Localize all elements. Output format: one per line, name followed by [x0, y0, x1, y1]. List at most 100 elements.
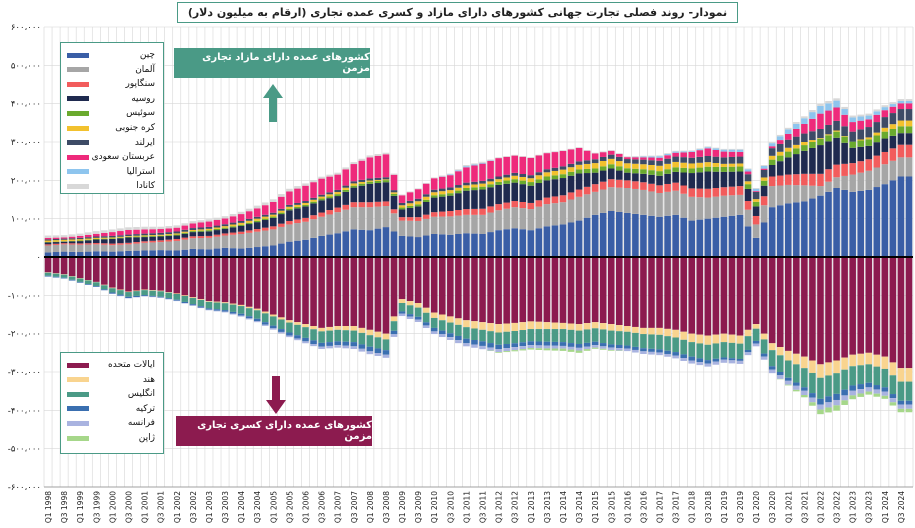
- x-tick-label: Q1 2013: [527, 491, 536, 523]
- bar-segment-deficit: [68, 279, 76, 281]
- bar-segment-surplus: [237, 225, 245, 232]
- bar-segment-deficit: [559, 329, 567, 343]
- bar-segment-surplus: [141, 233, 148, 236]
- bar-segment-surplus: [342, 187, 350, 190]
- bar-segment-surplus: [591, 214, 599, 257]
- bar-segment-surplus: [624, 159, 631, 164]
- bar-segment-surplus: [809, 131, 816, 141]
- bar-segment-deficit: [447, 322, 454, 334]
- x-tick-label: Q1 2009: [398, 491, 407, 523]
- bar-segment-deficit: [817, 377, 824, 399]
- bar-segment-deficit: [873, 354, 881, 367]
- bar-segment-deficit: [93, 257, 100, 282]
- bar-segment-deficit: [688, 360, 696, 364]
- bar-segment-deficit: [463, 327, 470, 339]
- bar-segment-surplus: [455, 190, 462, 194]
- legend-item: چین: [61, 47, 163, 63]
- bar-segment-deficit: [519, 346, 527, 350]
- bar-segment-surplus: [776, 140, 784, 144]
- bar-segment-deficit: [865, 391, 873, 395]
- bar-segment-surplus: [253, 220, 261, 223]
- bar-segment-surplus: [640, 156, 647, 158]
- bar-segment-surplus: [889, 102, 897, 105]
- bar-segment-surplus: [728, 151, 736, 157]
- bar-segment-surplus: [849, 174, 856, 192]
- bar-segment-surplus: [52, 244, 60, 253]
- legend-label: انگلیس: [127, 389, 155, 400]
- bar-segment-surplus: [342, 191, 350, 205]
- bar-segment-deficit: [543, 257, 551, 323]
- bar-segment-deficit: [640, 348, 647, 352]
- bar-segment-surplus: [382, 177, 390, 180]
- bar-segment-deficit: [672, 352, 679, 356]
- bar-segment-surplus: [438, 188, 446, 192]
- bar-segment-surplus: [616, 156, 623, 162]
- legend-label: استرالیا: [126, 166, 155, 177]
- bar-segment-surplus: [801, 145, 808, 151]
- bar-segment-surplus: [358, 183, 366, 186]
- bar-segment-surplus: [624, 163, 631, 169]
- bar-segment-surplus: [406, 205, 414, 208]
- bar-segment-surplus: [776, 175, 784, 186]
- bar-segment-deficit: [760, 356, 768, 360]
- bar-segment-deficit: [44, 275, 52, 277]
- bar-segment-deficit: [511, 347, 519, 351]
- bar-segment-surplus: [125, 242, 132, 245]
- bar-segment-deficit: [680, 358, 687, 361]
- bar-segment-surplus: [406, 203, 414, 206]
- bar-segment-deficit: [905, 381, 913, 401]
- bar-segment-surplus: [286, 188, 293, 192]
- bar-segment-surplus: [471, 214, 478, 234]
- bar-segment-surplus: [495, 230, 502, 257]
- bar-segment-surplus: [245, 224, 253, 231]
- bar-segment-deficit: [253, 310, 261, 319]
- bar-segment-deficit: [334, 345, 341, 348]
- bar-segment-surplus: [656, 155, 663, 157]
- bar-segment-deficit: [310, 329, 317, 341]
- bar-segment-surplus: [84, 234, 92, 238]
- bar-segment-deficit: [551, 345, 559, 349]
- bar-segment-surplus: [205, 235, 213, 238]
- bar-segment-surplus: [656, 192, 663, 217]
- bar-segment-surplus: [318, 178, 325, 195]
- bar-segment-surplus: [310, 197, 317, 200]
- bar-segment-surplus: [84, 251, 92, 257]
- bar-segment-surplus: [149, 235, 156, 237]
- bar-segment-deficit: [583, 349, 591, 351]
- bar-segment-deficit: [197, 299, 205, 300]
- bar-segment-surplus: [784, 133, 792, 140]
- bar-segment-surplus: [173, 233, 181, 235]
- legend-item: کانادا: [61, 178, 163, 194]
- bar-segment-deficit: [833, 399, 840, 406]
- bar-segment-surplus: [873, 114, 881, 123]
- bar-segment-deficit: [374, 331, 382, 338]
- bar-segment-surplus: [430, 216, 438, 234]
- bar-segment-deficit: [479, 322, 486, 330]
- x-tick-label: Q3 2017: [672, 491, 681, 523]
- bar-segment-deficit: [189, 304, 197, 306]
- bar-segment-surplus: [793, 144, 800, 149]
- bar-segment-surplus: [366, 202, 374, 208]
- bar-segment-surplus: [527, 175, 535, 179]
- bar-segment-deficit: [551, 257, 559, 323]
- bar-segment-deficit: [519, 322, 527, 331]
- bar-segment-surplus: [350, 207, 358, 230]
- bar-segment-deficit: [350, 326, 358, 331]
- bar-segment-surplus: [672, 161, 679, 168]
- bar-segment-deficit: [551, 329, 559, 342]
- bar-segment-surplus: [720, 157, 728, 164]
- bar-segment-surplus: [849, 117, 856, 123]
- bar-segment-deficit: [326, 342, 333, 346]
- bar-segment-deficit: [511, 322, 519, 331]
- x-tick-label: Q1 2000: [108, 491, 117, 523]
- x-tick-label: Q3 2021: [800, 491, 809, 523]
- bar-segment-surplus: [76, 240, 84, 242]
- legend-item: ایرلند: [61, 135, 163, 151]
- bar-segment-surplus: [881, 110, 889, 118]
- bar-segment-deficit: [109, 287, 116, 289]
- bar-segment-deficit: [503, 344, 510, 349]
- bar-segment-surplus: [133, 250, 140, 257]
- bar-segment-surplus: [149, 233, 156, 236]
- bar-segment-surplus: [720, 171, 728, 188]
- bar-segment-deficit: [189, 305, 197, 306]
